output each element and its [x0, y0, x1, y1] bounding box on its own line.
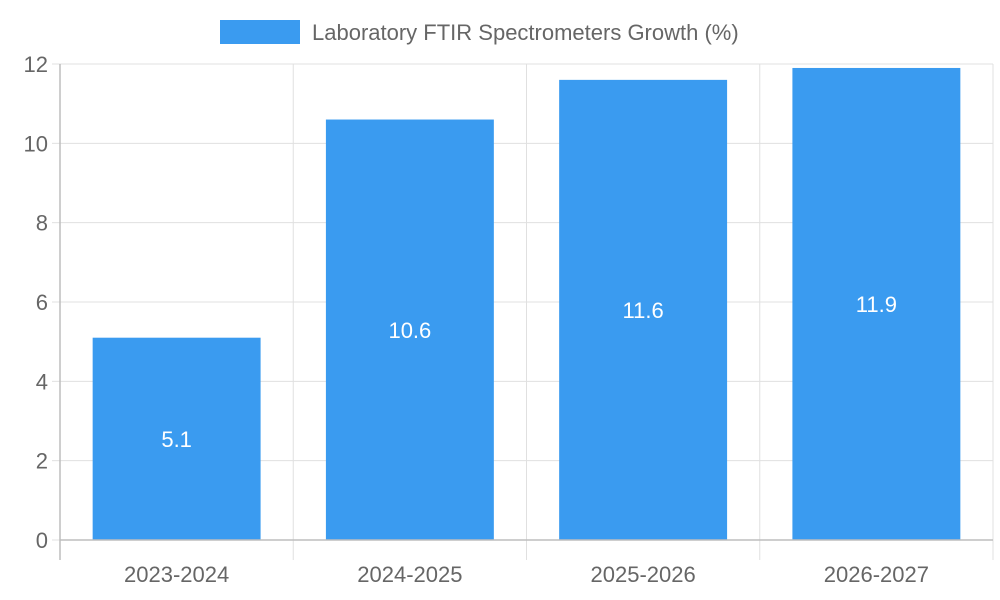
- bar[interactable]: [325, 119, 494, 541]
- bar-value-label: 10.6: [388, 318, 431, 343]
- legend-swatch: [220, 20, 300, 44]
- x-tick-label: 2026-2027: [824, 562, 929, 587]
- y-tick-label: 4: [36, 369, 48, 394]
- bar[interactable]: [92, 337, 261, 540]
- y-tick-label: 8: [36, 211, 48, 236]
- bar-value-label: 11.6: [623, 298, 664, 323]
- y-tick-label: 2: [36, 449, 48, 474]
- bar[interactable]: [559, 79, 728, 540]
- legend-label: Laboratory FTIR Spectrometers Growth (%): [312, 20, 739, 45]
- y-tick-label: 0: [36, 528, 48, 553]
- x-tick-label: 2025-2026: [591, 562, 696, 587]
- x-tick-label: 2023-2024: [124, 562, 229, 587]
- bar-value-label: 11.9: [856, 292, 897, 317]
- axes: 0 2 4 6 8 10 12 2023-2024 2024-2025 2025-2026 2026…: [24, 52, 993, 587]
- bar-value-label: 5.1: [161, 427, 192, 452]
- y-tick-label: 6: [36, 290, 48, 315]
- legend[interactable]: Laboratory FTIR Spectrometers Growth (%): [220, 20, 739, 45]
- bar[interactable]: [792, 67, 961, 540]
- y-tick-label: 12: [24, 52, 48, 77]
- y-tick-label: 10: [24, 131, 48, 156]
- bars: 5.1 10.6 11.6 11.9: [92, 67, 961, 541]
- x-tick-label: 2024-2025: [357, 562, 462, 587]
